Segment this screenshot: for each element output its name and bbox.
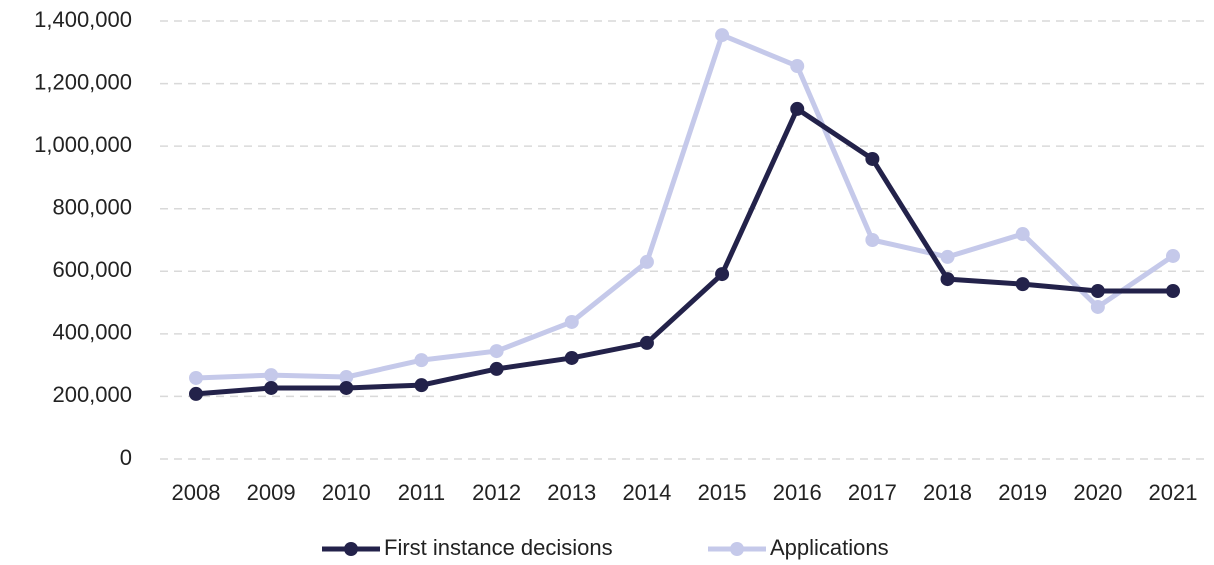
point [339,370,354,385]
point [1015,227,1030,242]
point [639,254,654,269]
x-tick-label: 2009 [247,480,296,505]
series-line [195,32,1175,381]
x-tick-label: 2016 [773,480,822,505]
point [1166,248,1180,263]
point [264,368,279,383]
point [414,378,429,393]
point [489,344,504,359]
point [940,272,955,287]
y-tick-label: 1,200,000 [34,69,132,94]
y-tick-label: 600,000 [52,257,132,282]
legend-label: First instance decisions [384,535,613,560]
y-tick-label: 1,000,000 [34,132,132,157]
point [1090,299,1105,314]
x-tick-label: 2012 [472,480,521,505]
legend-marker [730,542,744,556]
y-tick-label: 800,000 [52,195,132,220]
x-tick-label: 2018 [923,480,972,505]
y-tick-label: 200,000 [52,382,132,407]
y-tick-label: 0 [120,445,132,470]
point [339,380,354,395]
x-tick-label: 2020 [1073,480,1122,505]
x-tick-label: 2021 [1149,480,1198,505]
point [940,249,955,264]
point [1166,283,1180,298]
point [564,350,579,365]
point [564,314,579,329]
legend-marker [344,542,358,556]
point [865,151,880,166]
legend-label: Applications [770,535,889,560]
point [1090,283,1105,298]
point [865,233,880,247]
point [790,101,805,116]
point [639,335,654,350]
x-tick-label: 2010 [322,480,371,505]
legend-item: First instance decisions [322,535,613,560]
point [790,59,805,74]
x-tick-label: 2014 [622,480,671,505]
x-tick-label: 2013 [547,480,596,505]
point [414,353,429,368]
series-line [195,106,1173,397]
point [489,361,504,376]
x-tick-label: 2019 [998,480,1047,505]
x-tick-label: 2017 [848,480,897,505]
point [189,370,203,385]
point [1015,277,1030,292]
y-tick-label: 400,000 [52,320,132,345]
point [264,380,279,395]
x-tick-label: 2011 [398,480,445,505]
point [715,28,730,43]
x-tick-label: 2015 [698,480,747,505]
x-tick-label: 2008 [172,480,221,505]
legend-item: Applications [708,535,889,560]
point [715,267,730,282]
y-tick-label: 1,400,000 [34,7,132,32]
point [189,386,203,401]
